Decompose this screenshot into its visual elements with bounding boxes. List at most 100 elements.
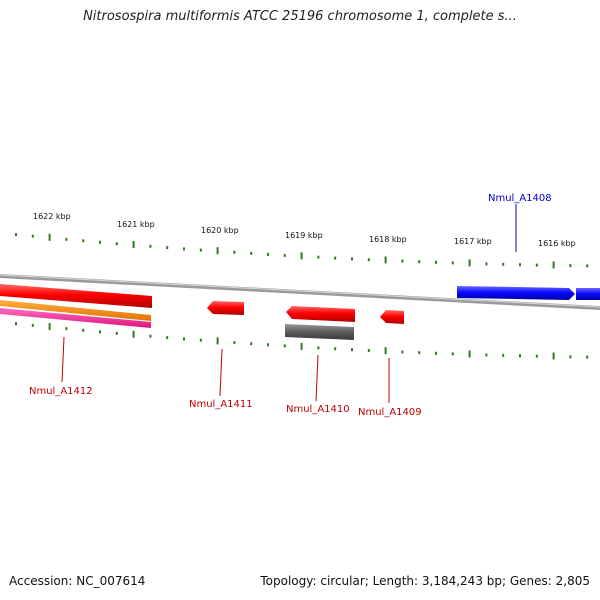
- gene-label-nmul-a1411[interactable]: Nmul_A1411: [189, 399, 253, 410]
- inner-tick-10: [183, 337, 185, 341]
- genome-summary-text: Topology: circular; Length: 3,184,243 bp…: [260, 574, 590, 588]
- outer-tick-12: [216, 247, 219, 255]
- inner-tick-8: [149, 334, 152, 338]
- inner-tick-5: [99, 330, 101, 334]
- gene-feature-nmul-a1411[interactable]: [207, 301, 244, 315]
- outer-tick-28: [485, 262, 488, 266]
- inner-tick-1: [31, 323, 34, 327]
- rna-feature-orange[interactable]: [0, 300, 151, 321]
- inner-tick-25: [435, 351, 437, 355]
- outer-tick-15: [267, 252, 269, 256]
- outer-tick-7: [132, 241, 135, 248]
- rna-feature-pink[interactable]: [0, 308, 151, 328]
- outer-tick-31: [535, 263, 538, 267]
- tick-label-1620: 1620 kbp: [201, 226, 239, 235]
- outer-tick-9: [166, 246, 169, 250]
- outer-tick-16: [283, 253, 286, 257]
- inner-tick-28: [485, 353, 488, 357]
- inner-tick-32: [552, 352, 555, 360]
- gene-label-nmul-a1409[interactable]: Nmul_A1409: [358, 407, 422, 418]
- outer-tick-18: [317, 255, 320, 259]
- gene-feature-nmul-a1408[interactable]: [457, 286, 600, 300]
- inner-tick-29: [502, 353, 505, 357]
- outer-tick-29: [502, 262, 505, 266]
- outer-tick-6: [115, 242, 118, 246]
- inner-tick-30: [519, 354, 521, 358]
- inner-tick-31: [535, 354, 538, 358]
- outer-tick-19: [334, 256, 337, 260]
- outer-tick-24: [418, 260, 421, 264]
- gene-feature-nmul-a1412[interactable]: [0, 284, 152, 308]
- inner-tick-23: [401, 350, 404, 354]
- inner-tick-row: [15, 322, 589, 360]
- outer-tick-30: [519, 263, 521, 267]
- leader-line-nmul-a1410: [315, 354, 319, 402]
- tick-label-1617: 1617 kbp: [454, 237, 492, 246]
- outer-tick-0: [15, 233, 17, 237]
- inner-tick-16: [283, 344, 286, 348]
- gene-feature-nmul-a1409[interactable]: [380, 310, 404, 324]
- accession-text: Accession: NC_007614: [9, 574, 146, 588]
- leader-line-nmul-a1411: [219, 348, 223, 397]
- inner-tick-17: [300, 342, 303, 350]
- inner-tick-9: [166, 336, 169, 340]
- outer-tick-27: [468, 259, 471, 267]
- outer-tick-33: [569, 264, 572, 268]
- outer-tick-34: [586, 264, 589, 268]
- inner-tick-26: [451, 352, 454, 356]
- inner-tick-22: [384, 347, 387, 355]
- inner-tick-19: [334, 347, 337, 351]
- gene-label-nmul-a1410[interactable]: Nmul_A1410: [286, 404, 350, 415]
- outer-tick-1: [31, 234, 34, 238]
- inner-tick-21: [367, 349, 370, 352]
- outer-tick-14: [250, 251, 253, 255]
- inner-tick-11: [199, 338, 202, 342]
- gene-label-nmul-a1412[interactable]: Nmul_A1412: [29, 386, 93, 397]
- inner-tick-15: [267, 343, 269, 347]
- inner-tick-7: [132, 330, 135, 338]
- tick-label-1621: 1621 kbp: [117, 220, 155, 229]
- tick-label-1618: 1618 kbp: [369, 235, 407, 244]
- outer-tick-26: [451, 261, 454, 265]
- pseudo-feature-grey[interactable]: [285, 324, 354, 340]
- outer-tick-2: [48, 233, 51, 241]
- outer-tick-5: [99, 240, 101, 244]
- inner-tick-34: [586, 355, 589, 359]
- inner-tick-20: [351, 348, 353, 352]
- outer-tick-25: [435, 260, 437, 264]
- inner-tick-33: [569, 355, 572, 359]
- gene-feature-nmul-a1410[interactable]: [286, 306, 355, 322]
- genome-backbone-highlight: [0, 274, 600, 308]
- map-title: Nitrosospira multiformis ATCC 25196 chro…: [83, 9, 517, 24]
- inner-tick-0: [15, 322, 17, 326]
- tick-label-1616: 1616 kbp: [538, 239, 576, 248]
- outer-tick-17: [300, 252, 303, 260]
- inner-tick-27: [468, 350, 471, 358]
- inner-tick-14: [250, 342, 253, 346]
- inner-tick-24: [418, 351, 421, 355]
- outer-tick-22: [384, 256, 387, 264]
- outer-tick-11: [199, 248, 202, 252]
- outer-tick-row: [15, 233, 589, 269]
- outer-tick-20: [351, 257, 353, 261]
- outer-tick-32: [552, 261, 555, 269]
- outer-tick-21: [367, 258, 370, 262]
- outer-tick-4: [82, 239, 85, 243]
- inner-tick-13: [233, 341, 236, 345]
- outer-tick-13: [233, 250, 236, 254]
- inner-tick-12: [216, 337, 219, 345]
- leader-line-nmul-a1412: [61, 336, 65, 383]
- outer-tick-23: [401, 259, 404, 263]
- genome-backbone: [0, 274, 600, 310]
- inner-tick-18: [317, 346, 320, 350]
- outer-tick-8: [149, 244, 152, 248]
- outer-tick-3: [65, 237, 68, 241]
- gene-label-nmul-a1408[interactable]: Nmul_A1408: [488, 193, 552, 204]
- inner-tick-3: [65, 327, 68, 331]
- tick-label-1622: 1622 kbp: [33, 212, 71, 221]
- inner-tick-2: [48, 323, 51, 331]
- tick-label-1619: 1619 kbp: [285, 231, 323, 240]
- inner-tick-4: [82, 328, 85, 332]
- inner-tick-6: [115, 331, 118, 335]
